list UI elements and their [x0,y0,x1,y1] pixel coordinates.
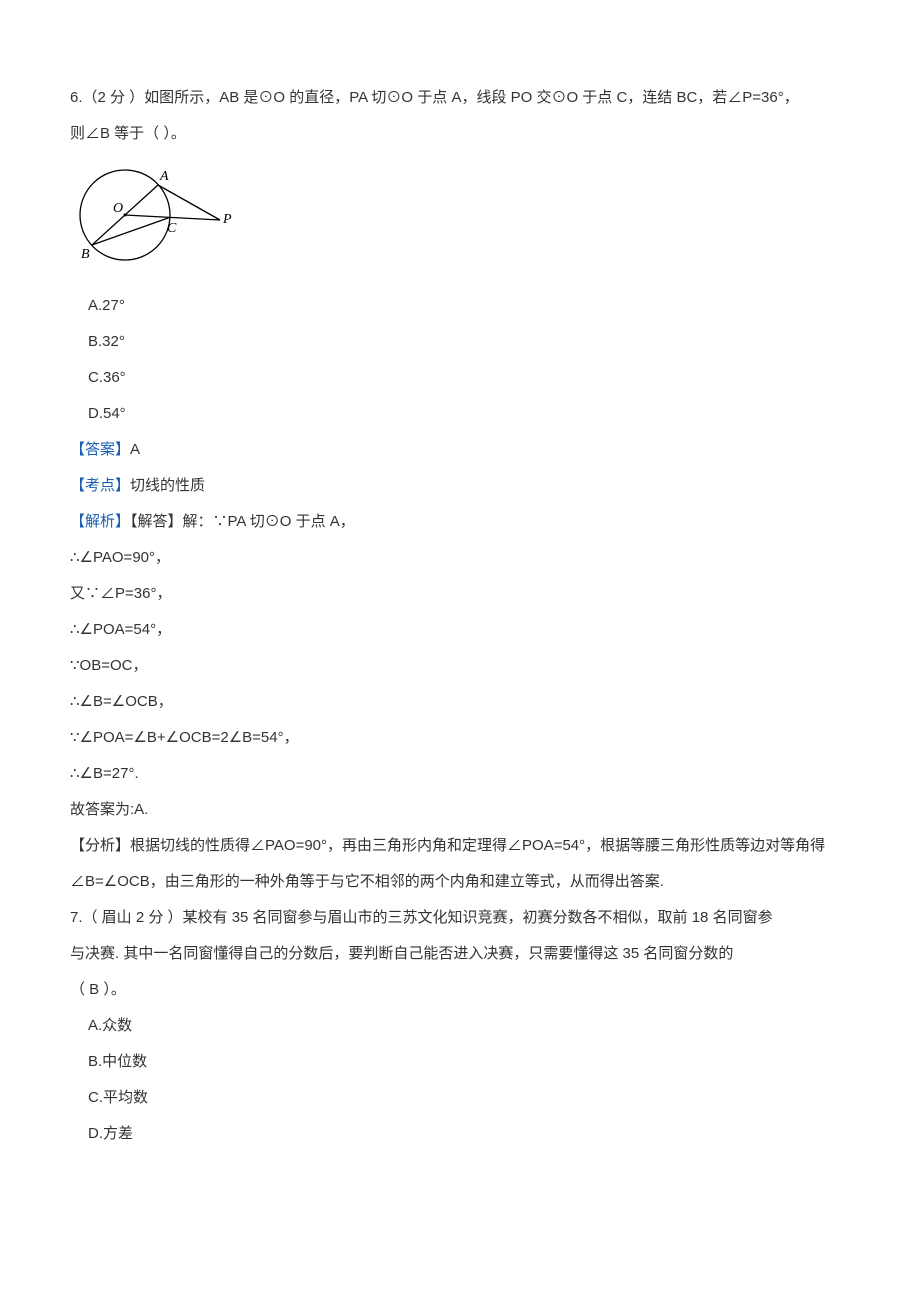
topic-value: 切线的性质 [130,477,205,494]
q6-analysis-line-4: ∵OB=OC， [70,648,850,684]
label-b: B [81,247,90,262]
q6-topic: 【考点】切线的性质 [70,468,850,504]
topic-label: 【考点】 [70,477,130,494]
answer-label: 【答案】 [70,441,130,458]
q6-choice-a: A.27° [70,288,850,324]
q6-choice-b: B.32° [70,324,850,360]
q6-answer: 【答案】A [70,432,850,468]
q7-stem-line2: 与决赛. 其中一名同窗懂得自己的分数后，要判断自己能否进入决赛，只需要懂得这 3… [70,936,850,972]
q6-choice-d: D.54° [70,396,850,432]
q6-analysis-line-0: 【解析】【解答】解：∵PA 切⊙O 于点 A， [70,504,850,540]
q6-analysis-line-3: ∴∠POA=54°， [70,612,850,648]
q6-analysis-line-2: 又∵∠P=36°， [70,576,850,612]
q6-analysis-line-8: 故答案为:A. [70,792,850,828]
analysis-label: 【解析】 [70,513,130,530]
q6-figure: A B C O P [70,160,850,284]
q6-analysis-line-7: ∴∠B=27°. [70,756,850,792]
q7-choice-b: B.中位数 [70,1044,850,1080]
q6-stem-line1: 6.（2 分 ）如图所示，AB 是⊙O 的直径，PA 切⊙O 于点 A，线段 P… [70,80,850,116]
q6-analysis-line-5: ∴∠B=∠OCB， [70,684,850,720]
q6-stem-line2: 则∠B 等于（ ）。 [70,116,850,152]
label-p: P [222,212,232,227]
label-a: A [159,169,169,184]
analysis-text-0: 【解答】解：∵PA 切⊙O 于点 A， [130,513,355,530]
label-o: O [113,201,123,216]
q7-stem-line3: （ B ）。 [70,972,850,1008]
circle-tangent-diagram: A B C O P [70,160,235,270]
q7-choice-a: A.众数 [70,1008,850,1044]
label-c: C [167,221,177,236]
q6-analysis-line-6: ∵∠POA=∠B+∠OCB=2∠B=54°， [70,720,850,756]
q6-analysis-line-1: ∴∠PAO=90°， [70,540,850,576]
q7-stem-line1: 7.（ 眉山 2 分 ）某校有 35 名同窗参与眉山市的三苏文化知识竞赛，初赛分… [70,900,850,936]
line-pa [158,185,220,220]
explain-text: 根据切线的性质得∠PAO=90°，再由三角形内角和定理得∠POA=54°，根据等… [70,837,825,890]
answer-value: A [130,441,140,458]
q7-choice-d: D.方差 [70,1116,850,1152]
q6-choice-c: C.36° [70,360,850,396]
q7-choice-c: C.平均数 [70,1080,850,1116]
explain-label: 【分析】 [70,837,130,854]
line-bc [92,217,170,245]
q6-explain: 【分析】根据切线的性质得∠PAO=90°，再由三角形内角和定理得∠POA=54°… [70,828,850,900]
question-6: 6.（2 分 ）如图所示，AB 是⊙O 的直径，PA 切⊙O 于点 A，线段 P… [70,80,850,900]
question-7: 7.（ 眉山 2 分 ）某校有 35 名同窗参与眉山市的三苏文化知识竞赛，初赛分… [70,900,850,1152]
line-po [125,215,220,220]
